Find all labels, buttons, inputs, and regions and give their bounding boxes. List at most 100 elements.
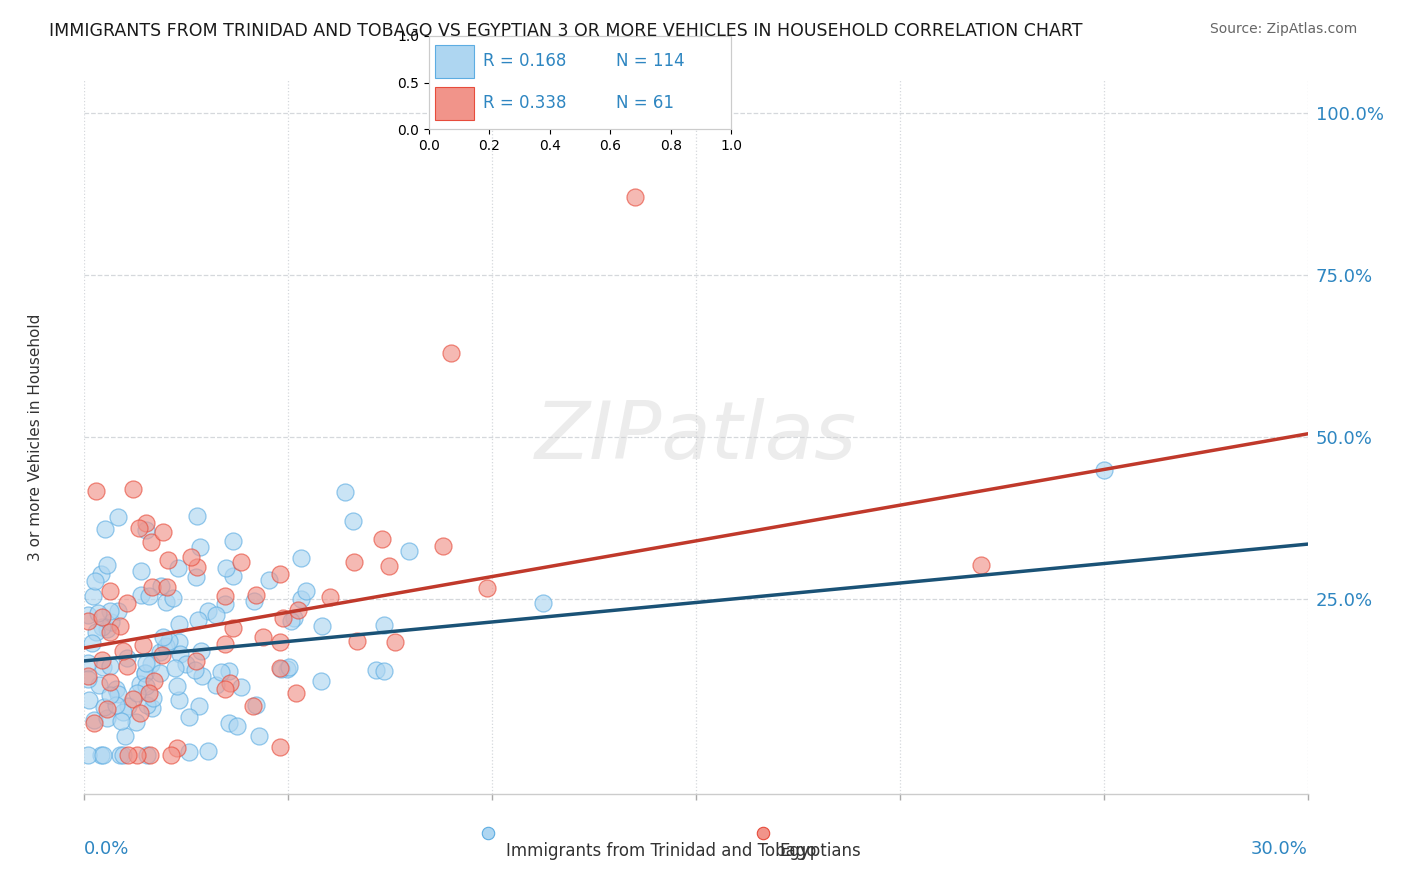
Point <box>197 744 219 758</box>
Point <box>91 747 114 762</box>
Point <box>309 673 332 688</box>
Point <box>285 686 308 700</box>
Point <box>156 580 179 594</box>
Point <box>108 747 131 762</box>
Point <box>96 558 118 573</box>
Point <box>141 701 163 715</box>
Point <box>242 593 264 607</box>
Point <box>163 661 186 675</box>
Point <box>152 648 174 663</box>
Point <box>294 584 316 599</box>
Point <box>177 745 200 759</box>
Point <box>269 739 291 754</box>
Point <box>149 666 172 681</box>
Point <box>278 660 301 674</box>
Point <box>155 639 177 653</box>
Point <box>270 662 292 676</box>
Point <box>115 651 138 665</box>
FancyBboxPatch shape <box>434 45 474 78</box>
Point <box>214 636 236 650</box>
Point <box>129 706 152 720</box>
Point <box>98 674 121 689</box>
Point <box>229 555 252 569</box>
Point <box>110 714 132 728</box>
Point <box>273 611 295 625</box>
Point <box>86 483 108 498</box>
Point <box>269 635 291 649</box>
Point <box>333 484 356 499</box>
Point <box>373 617 395 632</box>
Point <box>187 614 209 628</box>
Point <box>222 568 245 582</box>
Point <box>138 589 160 603</box>
Point <box>160 747 183 762</box>
Point <box>197 604 219 618</box>
Point <box>107 687 129 701</box>
Point <box>86 625 108 640</box>
Point <box>290 550 312 565</box>
Point <box>186 559 208 574</box>
Point <box>222 621 245 635</box>
Point <box>98 624 121 639</box>
Point <box>128 521 150 535</box>
Point <box>209 665 232 679</box>
Point <box>179 710 201 724</box>
Text: R = 0.338: R = 0.338 <box>484 95 567 112</box>
Point <box>269 661 291 675</box>
Text: R = 0.168: R = 0.168 <box>484 52 567 70</box>
Point <box>184 654 207 668</box>
Point <box>174 657 197 671</box>
Point <box>135 524 157 538</box>
Point <box>112 705 135 719</box>
Point <box>134 665 156 680</box>
Point <box>77 607 100 622</box>
Point <box>135 516 157 530</box>
Point <box>142 691 165 706</box>
Point <box>77 656 100 670</box>
Point <box>276 662 298 676</box>
Point <box>222 533 245 548</box>
Point <box>533 596 555 610</box>
Point <box>141 580 163 594</box>
Point <box>188 541 211 555</box>
Text: 30.0%: 30.0% <box>1251 840 1308 858</box>
Point <box>187 699 209 714</box>
Point <box>100 604 122 618</box>
Point <box>398 543 420 558</box>
Point <box>91 659 114 673</box>
Point <box>112 747 135 762</box>
Point <box>283 611 305 625</box>
Point <box>125 686 148 700</box>
Point <box>346 633 368 648</box>
Point <box>105 682 128 697</box>
Point <box>107 604 129 618</box>
Point <box>91 653 114 667</box>
Point <box>226 719 249 733</box>
Point <box>91 609 114 624</box>
Point <box>156 552 179 566</box>
Text: 3 or more Vehicles in Household: 3 or more Vehicles in Household <box>28 313 44 561</box>
Point <box>970 558 993 573</box>
Point <box>135 679 157 693</box>
Point <box>169 647 191 661</box>
Point <box>90 747 112 762</box>
Point <box>204 678 226 692</box>
Point <box>83 715 105 730</box>
Point <box>143 674 166 689</box>
Point <box>247 729 270 743</box>
Point <box>114 729 136 743</box>
Point <box>135 656 157 670</box>
Point <box>77 673 100 687</box>
Text: Immigrants from Trinidad and Tobago: Immigrants from Trinidad and Tobago <box>506 842 817 861</box>
Point <box>128 677 150 691</box>
Point <box>373 664 395 678</box>
Point <box>343 555 366 569</box>
Point <box>83 713 105 727</box>
Point <box>82 636 104 650</box>
Point <box>139 535 162 549</box>
Point <box>624 190 647 204</box>
Point <box>136 698 159 713</box>
Point <box>129 564 152 578</box>
Point <box>242 698 264 713</box>
Point <box>90 566 112 581</box>
